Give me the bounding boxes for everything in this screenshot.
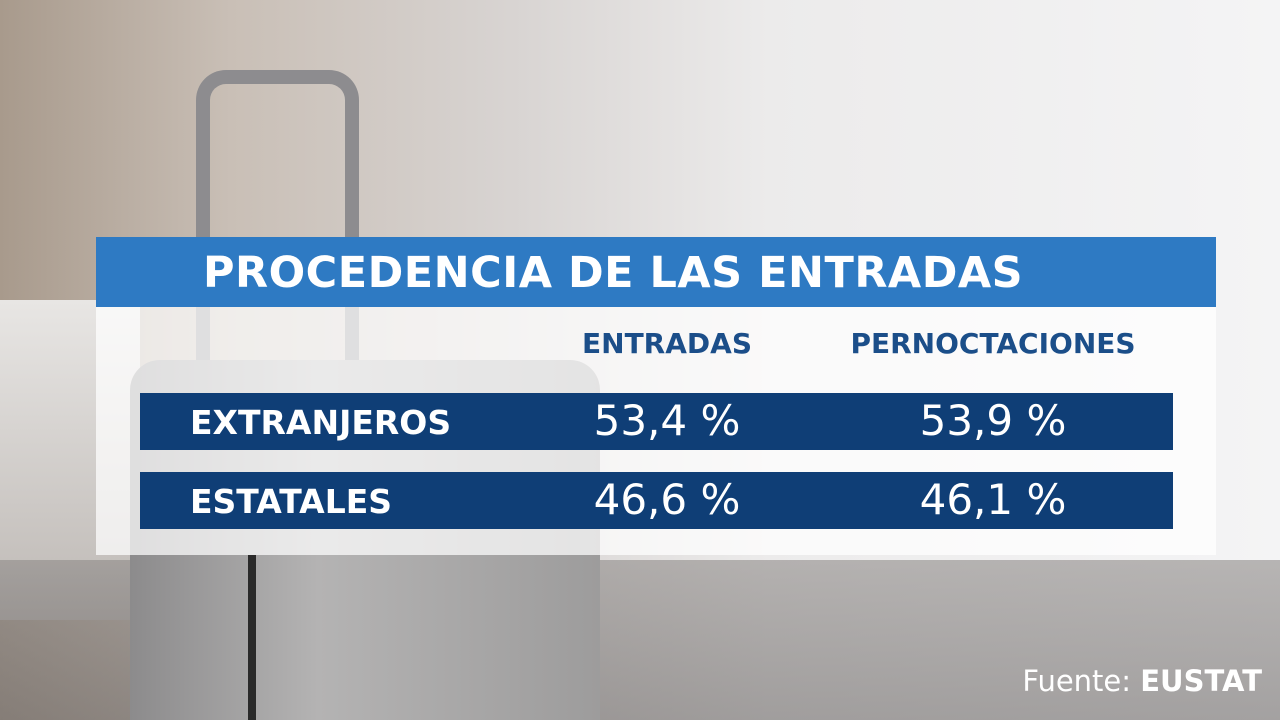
- column-header: PERNOCTACIONES: [850, 327, 1136, 360]
- zipper: [248, 555, 256, 720]
- source-name: EUSTAT: [1140, 664, 1262, 698]
- title-bar: [96, 237, 1216, 307]
- row-label: ESTATALES: [190, 482, 393, 521]
- cell: 53,9 %: [919, 396, 1067, 445]
- table-title: PROCEDENCIA DE LAS ENTRADAS: [203, 248, 1024, 298]
- row-bar: [140, 393, 1173, 450]
- cell: 46,6 %: [593, 475, 741, 524]
- cell: 46,1 %: [919, 475, 1067, 524]
- cell: 53,4 %: [593, 396, 741, 445]
- row-label: EXTRANJEROS: [190, 403, 452, 442]
- column-header: ENTRADAS: [582, 327, 752, 360]
- source: Fuente: EUSTAT: [1022, 664, 1262, 698]
- row-bar: [140, 472, 1173, 529]
- source-label: Fuente:: [1022, 664, 1132, 698]
